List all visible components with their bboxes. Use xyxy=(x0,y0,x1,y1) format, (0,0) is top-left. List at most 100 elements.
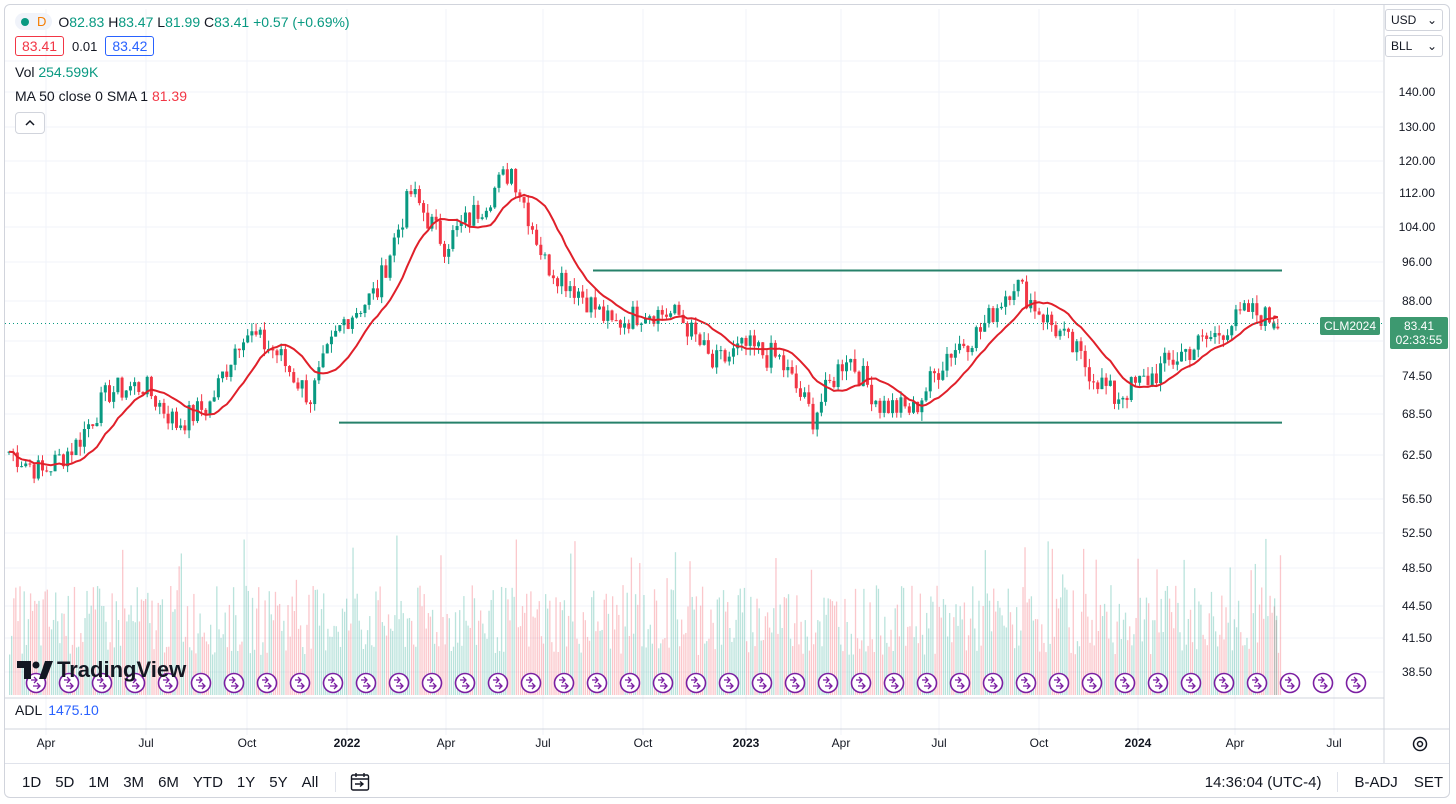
rollover-event-icon[interactable] xyxy=(421,672,443,694)
volume-bar xyxy=(318,625,321,695)
volume-bar xyxy=(978,600,980,695)
range-5y-button[interactable]: 5Y xyxy=(269,773,288,791)
range-6m-button[interactable]: 6M xyxy=(158,773,179,791)
volume-bar xyxy=(959,606,961,695)
rollover-event-icon[interactable] xyxy=(256,672,278,694)
candle-body xyxy=(1230,326,1234,336)
volume-bar xyxy=(1279,555,1282,695)
candle-body xyxy=(489,207,493,211)
volume-bar xyxy=(1189,609,1192,695)
rollover-event-icon[interactable] xyxy=(388,672,410,694)
rollover-event-icon[interactable] xyxy=(1048,672,1070,694)
rollover-event-icon[interactable] xyxy=(1345,672,1367,694)
session-toggle[interactable]: SET xyxy=(1413,773,1443,791)
price-tick-label: 48.50 xyxy=(1402,561,1432,575)
rollover-event-icon[interactable] xyxy=(1312,672,1334,694)
rollover-event-icon[interactable] xyxy=(1147,672,1169,694)
volume-bar xyxy=(1150,654,1152,695)
candle-body xyxy=(648,316,652,319)
rollover-event-icon[interactable] xyxy=(322,672,344,694)
rollover-event-icon[interactable] xyxy=(949,672,971,694)
volume-bar xyxy=(136,587,138,695)
unit-select[interactable]: BLL ⌄ xyxy=(1385,35,1443,57)
candle-body xyxy=(840,364,844,372)
volume-bar xyxy=(804,620,806,695)
bid-price-box[interactable]: 83.41 xyxy=(15,36,65,56)
ma50-line[interactable] xyxy=(8,193,1279,467)
adjustment-toggle[interactable]: B-ADJ xyxy=(1354,773,1398,791)
currency-select[interactable]: USD ⌄ xyxy=(1385,9,1443,31)
rollover-event-icon[interactable] xyxy=(982,672,1004,694)
chart-canvas[interactable]: 140.00 130.00 120.00 112.00 104.00 96.00 88.00… xyxy=(5,5,1450,798)
volume-bar xyxy=(1016,607,1018,695)
rollover-event-icon[interactable] xyxy=(289,672,311,694)
volume-bar xyxy=(672,590,674,695)
range-3m-button[interactable]: 3M xyxy=(123,773,145,791)
volume-bar xyxy=(626,592,628,695)
rollover-event-icon[interactable] xyxy=(817,672,839,694)
range-1d-button[interactable]: 1D xyxy=(22,773,42,791)
price-tick-label: 38.50 xyxy=(1402,665,1432,679)
rollover-event-icon[interactable] xyxy=(553,672,575,694)
candle-body xyxy=(891,400,895,414)
candle-body xyxy=(1221,335,1225,340)
candle-body xyxy=(589,297,593,313)
rollover-event-icon[interactable] xyxy=(685,672,707,694)
rollover-event-icon[interactable] xyxy=(718,672,740,694)
collapse-legend-button[interactable] xyxy=(15,112,45,134)
tradingview-logo[interactable]: TradingView xyxy=(17,657,186,683)
rollover-event-icon[interactable] xyxy=(751,672,773,694)
rollover-event-icon[interactable] xyxy=(1015,672,1037,694)
rollover-event-icon[interactable] xyxy=(58,672,80,694)
candle-body xyxy=(405,191,409,228)
rollover-event-icon[interactable] xyxy=(1081,672,1103,694)
rollover-event-icon[interactable] xyxy=(1279,672,1301,694)
clock[interactable]: 14:36:04 (UTC-4) xyxy=(1204,773,1322,791)
rollover-event-icon[interactable] xyxy=(91,672,113,694)
rollover-event-icon[interactable] xyxy=(883,672,905,694)
range-ytd-button[interactable]: YTD xyxy=(192,773,223,791)
candle-body xyxy=(786,367,790,371)
rollover-event-icon[interactable] xyxy=(652,672,674,694)
volume-bar xyxy=(369,616,371,695)
rollover-event-icon[interactable] xyxy=(1246,672,1268,694)
rollover-event-icon[interactable] xyxy=(454,672,476,694)
rollover-event-icon[interactable] xyxy=(1213,672,1235,694)
volume-bar xyxy=(984,550,986,695)
rollover-event-icon[interactable] xyxy=(124,672,146,694)
volume-bar xyxy=(764,616,767,695)
rollover-event-icon[interactable] xyxy=(355,672,377,694)
rollover-event-icon[interactable] xyxy=(784,672,806,694)
candle-body xyxy=(1125,397,1129,401)
market-status[interactable]: D xyxy=(15,13,53,30)
range-5d-button[interactable]: 5D xyxy=(55,773,75,791)
ask-price-box[interactable]: 83.42 xyxy=(105,36,155,56)
volume-bar xyxy=(1089,642,1091,695)
rollover-event-icon[interactable] xyxy=(916,672,938,694)
range-1y-button[interactable]: 1Y xyxy=(236,773,256,791)
date-range-button[interactable] xyxy=(350,772,372,792)
rollover-event-icon[interactable] xyxy=(487,672,509,694)
candle-body xyxy=(166,413,170,424)
rollover-event-icon[interactable] xyxy=(223,672,245,694)
rollover-event-icon[interactable] xyxy=(520,672,542,694)
rollover-event-icon[interactable] xyxy=(1114,672,1136,694)
rollover-event-icon[interactable] xyxy=(157,672,179,694)
volume-bar xyxy=(433,643,436,695)
volume-bar xyxy=(536,609,538,695)
rollover-event-icon[interactable] xyxy=(586,672,608,694)
chart-settings-button[interactable] xyxy=(1411,735,1429,758)
range-all-button[interactable]: All xyxy=(301,773,319,791)
range-1m-button[interactable]: 1M xyxy=(88,773,110,791)
volume-bar xyxy=(980,645,982,695)
volume-bar xyxy=(218,629,220,695)
volume-bar xyxy=(902,587,905,695)
rollover-event-icon[interactable] xyxy=(850,672,872,694)
volume-bar xyxy=(9,654,11,695)
rollover-event-icon[interactable] xyxy=(1180,672,1202,694)
rollover-event-icon[interactable] xyxy=(190,672,212,694)
volume-bar xyxy=(869,602,871,695)
rollover-event-icon[interactable] xyxy=(619,672,641,694)
volume-bar xyxy=(1091,619,1093,695)
candle-body xyxy=(1205,335,1209,340)
